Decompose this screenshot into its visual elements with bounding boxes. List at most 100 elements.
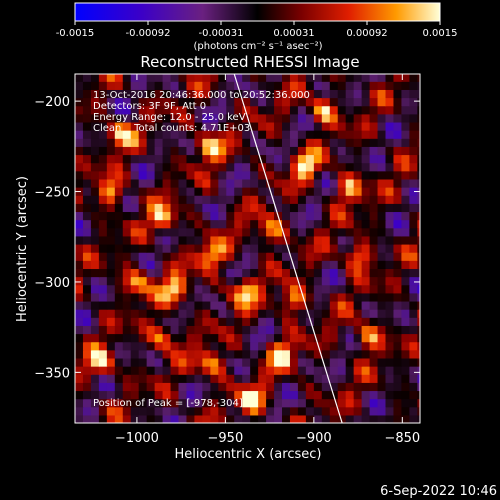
heatmap-cell bbox=[210, 325, 219, 335]
heatmap-cell bbox=[313, 390, 323, 400]
heatmap-cell bbox=[297, 203, 307, 213]
heatmap-cell bbox=[282, 113, 291, 123]
heatmap-cell bbox=[202, 309, 211, 318]
heatmap-cell bbox=[202, 366, 211, 375]
heatmap-cell bbox=[385, 260, 395, 269]
heatmap-cell bbox=[337, 414, 347, 423]
heatmap-cell bbox=[393, 398, 403, 408]
heatmap-cell bbox=[369, 89, 379, 99]
heatmap-cell bbox=[377, 252, 387, 261]
heatmap-cell bbox=[186, 138, 196, 147]
heatmap-cell bbox=[162, 243, 172, 253]
heatmap-cell bbox=[130, 211, 140, 221]
heatmap-cell bbox=[385, 243, 395, 253]
heatmap-cell bbox=[226, 97, 235, 107]
heatmap-cell bbox=[369, 341, 379, 351]
y-tick-label: −300 bbox=[34, 276, 70, 291]
heatmap-cell bbox=[138, 211, 148, 221]
heatmap-cell bbox=[170, 89, 180, 99]
heatmap-cell bbox=[361, 382, 371, 392]
heatmap-cell bbox=[353, 366, 363, 375]
heatmap-cell bbox=[146, 203, 156, 213]
heatmap-cell bbox=[114, 203, 124, 213]
heatmap-cell bbox=[162, 398, 172, 408]
heatmap-cell bbox=[162, 357, 172, 367]
heatmap-cell bbox=[130, 105, 140, 115]
heatmap-cell bbox=[130, 203, 140, 213]
heatmap-cell bbox=[337, 235, 347, 245]
heatmap-cell bbox=[417, 276, 420, 286]
heatmap-cell bbox=[361, 414, 371, 423]
heatmap-cell bbox=[385, 300, 395, 310]
heatmap-cell bbox=[234, 97, 243, 107]
heatmap-cell bbox=[210, 300, 219, 310]
heatmap-cell bbox=[162, 382, 172, 392]
heatmap-cell bbox=[226, 146, 235, 156]
heatmap-cell bbox=[361, 113, 371, 123]
colorbar-ticks: -0.0015 -0.00092 -0.00031 0.00031 0.00092 0.0… bbox=[56, 21, 458, 39]
heatmap-cell bbox=[194, 235, 203, 245]
heatmap-cell bbox=[242, 154, 251, 164]
heatmap-cell bbox=[393, 390, 403, 400]
heatmap-cell bbox=[162, 74, 172, 82]
heatmap-cell bbox=[234, 260, 243, 269]
heatmap-cell bbox=[297, 162, 307, 172]
heatmap-cell bbox=[234, 357, 243, 367]
heatmap-cell bbox=[122, 317, 132, 326]
heatmap-cell bbox=[162, 154, 172, 164]
heatmap-cell bbox=[377, 211, 387, 221]
heatmap-cell bbox=[361, 300, 371, 310]
heatmap-cell bbox=[170, 138, 180, 147]
heatmap-cell bbox=[210, 382, 219, 392]
heatmap-cell bbox=[409, 374, 418, 383]
heatmap-cell bbox=[114, 325, 124, 335]
heatmap-cell bbox=[170, 219, 180, 229]
heatmap-cell bbox=[106, 195, 116, 204]
heatmap-cell bbox=[409, 187, 418, 196]
heatmap-cell bbox=[138, 300, 148, 310]
heatmap-cell bbox=[361, 195, 371, 204]
heatmap-cell bbox=[361, 138, 371, 147]
heatmap-cell bbox=[234, 333, 243, 343]
heatmap-cell bbox=[329, 97, 339, 107]
heatmap-cell bbox=[321, 300, 331, 310]
heatmap-cell bbox=[178, 154, 188, 164]
heatmap-cell bbox=[329, 300, 339, 310]
heatmap-cell bbox=[82, 268, 92, 278]
heatmap-cell bbox=[297, 268, 307, 278]
heatmap-cell bbox=[345, 154, 355, 164]
heatmap-cell bbox=[250, 203, 259, 213]
y-tick-label: −350 bbox=[34, 366, 70, 381]
heatmap-cell bbox=[353, 113, 363, 123]
heatmap-cell bbox=[393, 292, 403, 302]
heatmap-cell bbox=[393, 219, 403, 229]
heatmap-cell bbox=[250, 146, 259, 156]
heatmap-cell bbox=[162, 349, 172, 359]
heatmap-cell bbox=[321, 406, 331, 416]
heatmap-cell bbox=[250, 374, 259, 383]
heatmap-cell bbox=[417, 154, 420, 164]
heatmap-cell bbox=[417, 235, 420, 245]
heatmap-cell bbox=[194, 81, 203, 90]
heatmap-cell bbox=[274, 146, 283, 156]
heatmap-cell bbox=[106, 243, 116, 253]
heatmap-cell bbox=[393, 154, 403, 164]
heatmap-cell bbox=[90, 325, 100, 335]
heatmap-cell bbox=[178, 309, 188, 318]
heatmap-cell bbox=[138, 252, 148, 261]
heatmap-cell bbox=[82, 170, 92, 180]
heatmap-cell bbox=[82, 309, 92, 318]
heatmap-cell bbox=[82, 406, 92, 416]
heatmap-cell bbox=[345, 292, 355, 302]
heatmap-cell bbox=[401, 97, 410, 107]
heatmap-cell bbox=[377, 81, 387, 90]
heatmap-cell bbox=[114, 292, 124, 302]
heatmap-cell bbox=[218, 227, 227, 237]
heatmap-cell bbox=[305, 154, 315, 164]
heatmap-cell bbox=[146, 325, 156, 335]
heatmap-cell bbox=[242, 219, 251, 229]
heatmap-cell bbox=[401, 317, 410, 326]
heatmap-cell bbox=[242, 390, 251, 400]
heatmap-cell bbox=[242, 227, 251, 237]
heatmap-cell bbox=[337, 341, 347, 351]
